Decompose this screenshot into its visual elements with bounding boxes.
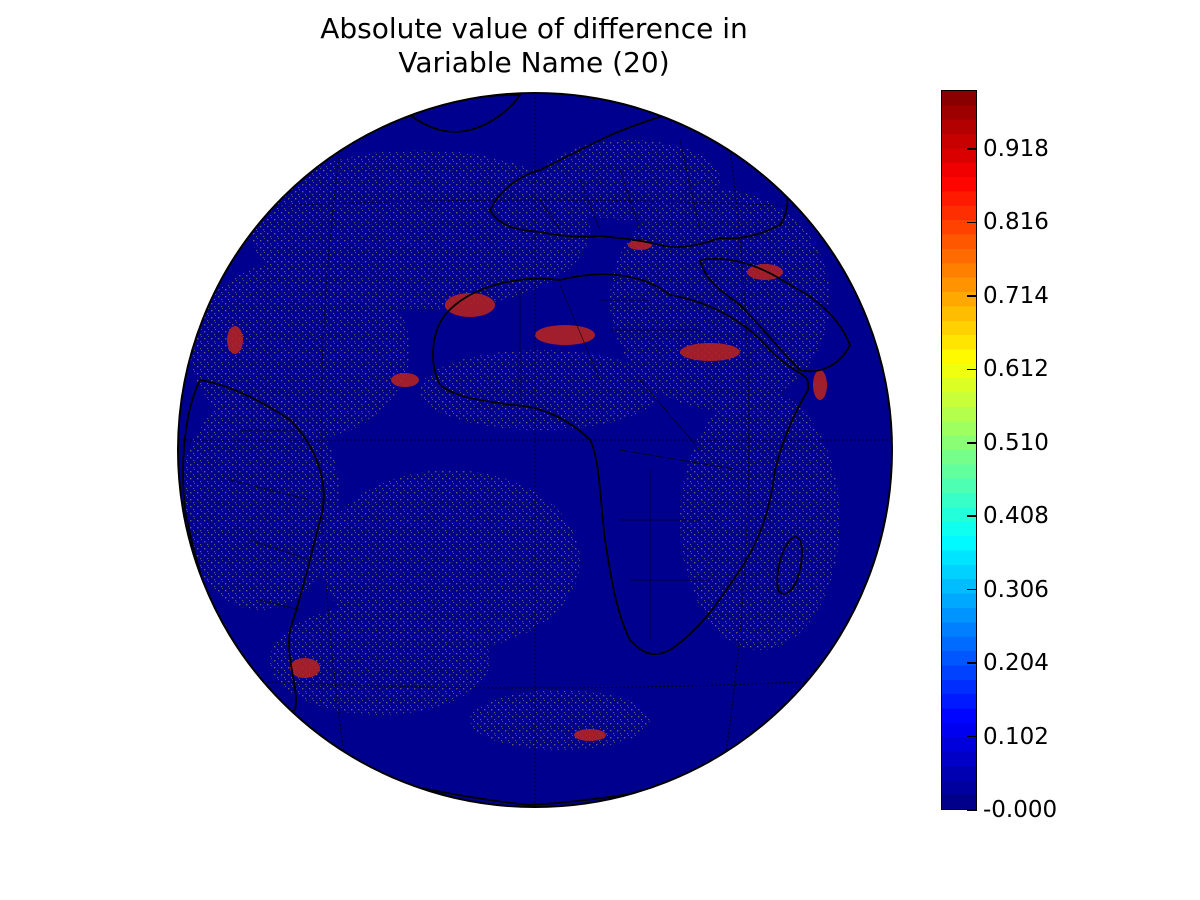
colorbar-tick-label: 0.204	[983, 650, 1049, 677]
title-line-1: Absolute value of difference in	[320, 12, 748, 45]
south-america-outline	[182, 379, 325, 714]
colorbar-tick-label: 0.102	[983, 723, 1049, 750]
title-line-2: Variable Name (20)	[398, 46, 670, 79]
colorbar-tick-label: 0.408	[983, 503, 1049, 530]
colorbar-tick-label: 0.306	[983, 576, 1049, 603]
colorbar-tick-mark	[967, 442, 977, 444]
colorbar-tick-label: -0.000	[983, 797, 1058, 823]
country-borders	[229, 139, 741, 640]
colorbar-tick-mark	[967, 809, 977, 811]
colorbar-tick-mark	[967, 588, 977, 591]
colorbar-tick-mark	[967, 515, 977, 517]
high-difference-patches	[227, 240, 827, 741]
colorbar-tick-mark	[967, 662, 977, 664]
colorbar-tick-mark	[967, 735, 977, 738]
colorbar-tick-mark	[967, 368, 977, 371]
graticule	[178, 93, 892, 807]
madagascar-outline	[776, 536, 803, 595]
colorbar-tick-label: 0.714	[983, 282, 1049, 309]
africa-outline	[432, 273, 810, 655]
arabia-outline	[698, 257, 851, 373]
colorbar-tick-mark	[967, 221, 977, 224]
colorbar-tick-label: 0.612	[983, 356, 1049, 383]
globe-edge	[177, 92, 893, 808]
colorbar-tick-label: 0.918	[983, 136, 1049, 163]
colorbar	[941, 90, 977, 810]
colorbar-tick-mark	[967, 148, 977, 150]
europe-outline	[488, 104, 789, 248]
colorbar-tick-mark	[967, 295, 977, 297]
figure-title: Absolute value of difference in Variable…	[234, 12, 834, 80]
colorbar-tick-label: 0.510	[983, 429, 1049, 456]
colorbar-tick-label: 0.816	[983, 209, 1049, 236]
